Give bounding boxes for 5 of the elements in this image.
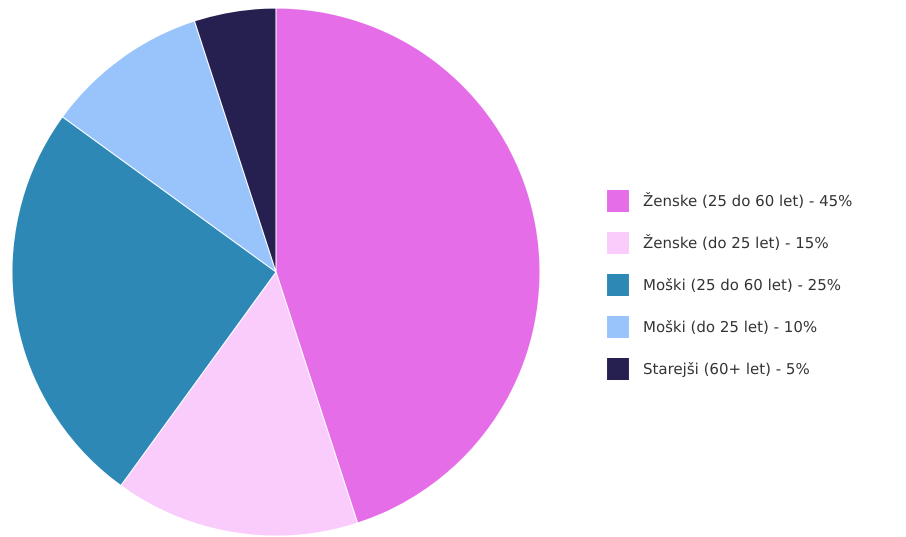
legend-label: Moški (25 do 60 let) - 25%: [643, 276, 842, 294]
legend-label: Starejši (60+ let) - 5%: [643, 360, 810, 378]
legend-label: Ženske (25 do 60 let) - 45%: [643, 192, 852, 210]
legend-label: Ženske (do 25 let) - 15%: [643, 234, 829, 252]
legend-label: Moški (do 25 let) - 10%: [643, 318, 818, 336]
